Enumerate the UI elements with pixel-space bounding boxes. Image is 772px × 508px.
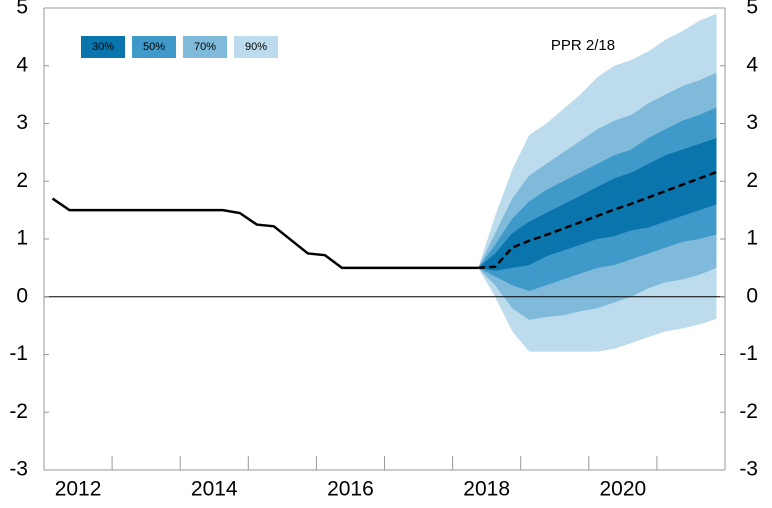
y2-tick-label: 4 — [746, 53, 758, 76]
y2-tick-label: 3 — [746, 111, 758, 134]
y-tick-label: 2 — [16, 169, 28, 192]
legend-swatch — [81, 36, 125, 58]
legend-label: 50% — [143, 41, 165, 53]
line — [51, 197, 479, 270]
y2-tick-label: -1 — [739, 342, 758, 365]
line — [478, 170, 717, 270]
y-tick-label: -3 — [9, 458, 28, 481]
y-tick-label: 4 — [16, 53, 28, 76]
y2-tick-label: -3 — [739, 458, 758, 481]
x-tick-label: 2020 — [599, 478, 646, 501]
legend-swatch — [183, 36, 227, 58]
y2-tick-label: 1 — [746, 227, 758, 250]
legend-label: 70% — [194, 41, 216, 53]
y-tick-label: 0 — [16, 284, 28, 307]
legend-swatch — [234, 36, 278, 58]
y2-tick-label: -2 — [739, 400, 758, 423]
x-tick-label: 2016 — [327, 478, 374, 501]
y2-tick-label: 0 — [746, 284, 758, 307]
y-tick-label: 1 — [16, 227, 28, 250]
legend-label: 30% — [92, 41, 114, 53]
y2-tick-label: 2 — [746, 169, 758, 192]
plot-area — [44, 13, 725, 352]
x-tick-label: 2018 — [463, 478, 510, 501]
x-tick-label: 2014 — [191, 478, 238, 501]
legend-label: 90% — [245, 41, 267, 53]
y2-tick-label: 5 — [746, 0, 758, 19]
y-tick-label: 5 — [16, 0, 28, 19]
y-tick-label: 3 — [16, 111, 28, 134]
y-tick-label: -2 — [9, 400, 28, 423]
annotation: PPR 2/18 — [551, 37, 615, 54]
x-tick-label: 2012 — [55, 478, 102, 501]
y-tick-label: -1 — [9, 342, 28, 365]
legend-swatch — [132, 36, 176, 58]
